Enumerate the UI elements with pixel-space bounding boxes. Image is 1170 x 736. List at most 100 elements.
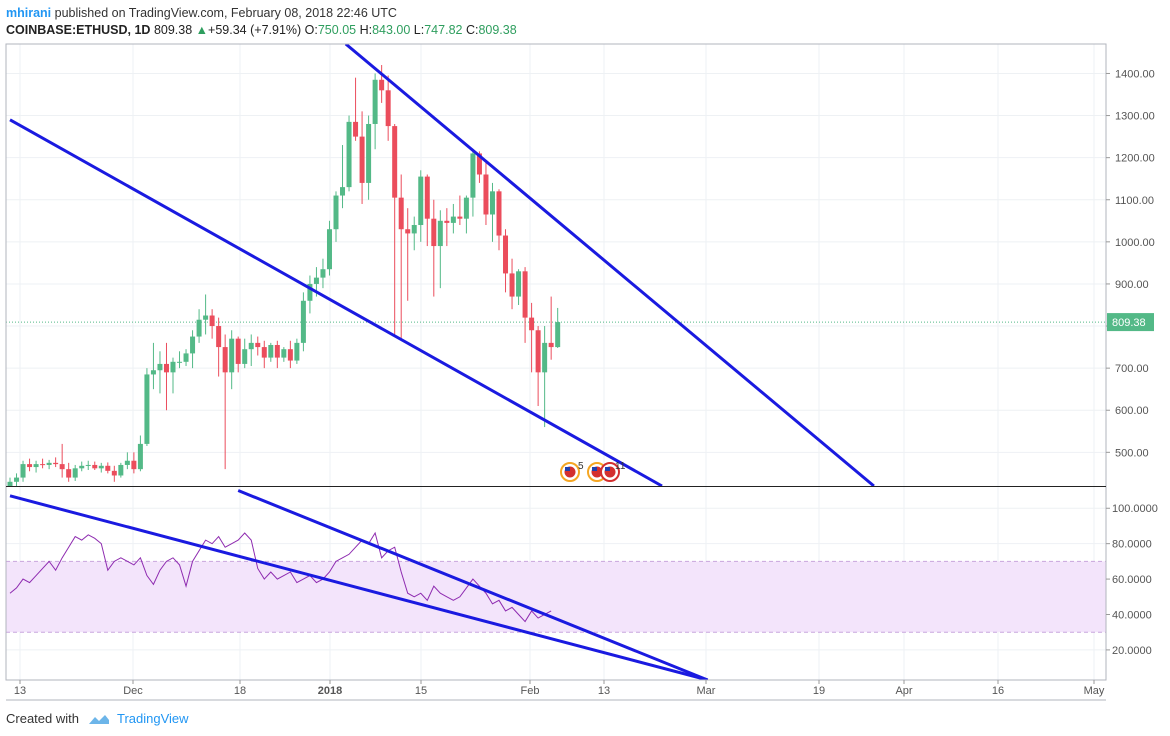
us-flag-event-icon[interactable] xyxy=(600,462,620,482)
candle xyxy=(300,292,306,352)
candle xyxy=(444,208,450,247)
candle xyxy=(72,464,78,481)
candle-body xyxy=(424,176,430,219)
candle-body xyxy=(326,229,332,270)
candle-body xyxy=(353,121,359,137)
x-tick-label: 16 xyxy=(992,685,1004,697)
candle-body xyxy=(555,322,561,348)
candle xyxy=(268,342,274,362)
candle xyxy=(405,208,411,301)
candle-body xyxy=(40,464,46,466)
candle xyxy=(496,189,502,251)
candle-body xyxy=(118,464,124,476)
x-tick-label: 18 xyxy=(234,685,246,697)
trendline-rsi-lower[interactable] xyxy=(9,494,709,680)
trendlines[interactable] xyxy=(9,44,875,680)
candle xyxy=(353,77,359,141)
price-trendlines[interactable] xyxy=(9,44,875,486)
candle-body xyxy=(496,191,502,236)
x-tick-label: 2018 xyxy=(318,685,342,697)
x-tick-label: Dec xyxy=(123,685,143,697)
candle xyxy=(177,351,183,369)
author-name[interactable]: mhirani xyxy=(6,6,52,20)
candle xyxy=(320,258,326,289)
candle-body xyxy=(20,464,26,478)
candle-body xyxy=(320,269,326,278)
candle xyxy=(385,75,391,141)
candle-body xyxy=(85,464,91,466)
candle-body xyxy=(450,216,456,223)
candle xyxy=(483,161,489,226)
publish-header: mhirani published on TradingView.com, Fe… xyxy=(6,4,397,22)
event-count-1: 5 xyxy=(578,461,584,472)
price-y-tick-label: 600.00 xyxy=(1115,405,1149,417)
candle xyxy=(294,338,300,364)
price-y-tick-label: 900.00 xyxy=(1115,279,1149,291)
candle xyxy=(307,275,313,314)
candle-body xyxy=(53,462,59,465)
candle xyxy=(33,460,39,473)
us-flag-event-icon[interactable] xyxy=(560,462,580,482)
candle-body xyxy=(268,344,274,358)
candle xyxy=(359,111,365,204)
candle-body xyxy=(14,477,20,482)
last-price: 809.38 xyxy=(153,23,193,37)
tradingview-logo-icon[interactable] xyxy=(87,712,111,726)
trendline-lower[interactable] xyxy=(9,118,663,486)
candle xyxy=(79,461,85,472)
candle-body xyxy=(437,220,443,247)
x-tick-label: May xyxy=(1084,685,1105,697)
candle-body xyxy=(281,349,287,358)
candle-body xyxy=(183,353,189,362)
candle-body xyxy=(333,195,339,230)
candle xyxy=(548,296,554,360)
candle xyxy=(431,199,437,297)
candle xyxy=(281,347,287,362)
candle-body xyxy=(27,464,33,468)
candle xyxy=(118,462,124,478)
candle-body xyxy=(463,197,469,219)
candle xyxy=(398,174,404,339)
candle xyxy=(366,115,372,200)
candle xyxy=(216,317,222,377)
candle xyxy=(535,326,541,407)
candle xyxy=(463,195,469,234)
candle xyxy=(255,336,261,356)
rsi-line xyxy=(9,531,552,623)
candle xyxy=(163,342,169,411)
symbol-name[interactable]: COINBASE:ETHUSD, 1D xyxy=(6,23,151,37)
candle xyxy=(424,174,430,247)
candle-body xyxy=(398,197,404,230)
tradingview-brand-link[interactable]: TradingView xyxy=(116,711,189,726)
price-y-tick-label: 1400.00 xyxy=(1115,68,1155,80)
candle xyxy=(509,258,515,310)
candle-body xyxy=(170,361,176,373)
candle xyxy=(379,65,385,103)
candle xyxy=(326,220,332,276)
candle-body xyxy=(144,374,150,444)
candle-body xyxy=(522,271,528,318)
rsi-y-tick-label: 60.0000 xyxy=(1112,574,1152,586)
x-tick-label: 13 xyxy=(598,685,610,697)
high-label: H: xyxy=(359,23,373,37)
candle xyxy=(196,309,202,343)
price-y-tick-label: 1300.00 xyxy=(1115,111,1155,123)
candle xyxy=(92,461,98,471)
candle xyxy=(542,326,548,428)
candle xyxy=(150,342,156,390)
candle-body xyxy=(307,283,313,301)
candle xyxy=(53,457,59,468)
rsi-y-tick-label: 80.0000 xyxy=(1112,539,1152,551)
event-badges[interactable]: 5 11 xyxy=(560,461,626,482)
candle-body xyxy=(529,317,535,331)
rsi-line-group xyxy=(9,531,552,623)
candle-body xyxy=(98,465,104,469)
trendline-upper[interactable] xyxy=(344,44,875,486)
x-tick-label: 19 xyxy=(813,685,825,697)
candle-body xyxy=(418,176,424,226)
candle xyxy=(242,338,248,369)
trendline-rsi-upper[interactable] xyxy=(237,489,709,680)
rsi-trendlines[interactable] xyxy=(9,489,709,680)
candle xyxy=(105,462,111,474)
